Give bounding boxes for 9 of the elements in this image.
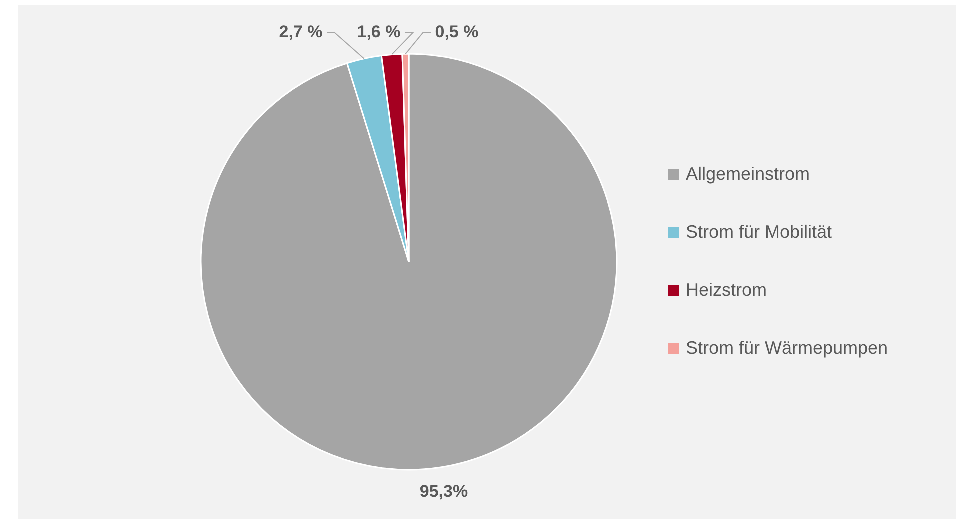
data-label: 1,6 % (357, 22, 401, 42)
pie-slice (200, 53, 618, 471)
legend-label: Allgemeinstrom (686, 164, 810, 184)
data-label: 0,5 % (435, 22, 479, 42)
legend-label: Strom für Mobilität (686, 222, 832, 242)
legend-label: Heizstrom (686, 280, 768, 300)
data-label: 2,7 % (279, 22, 323, 42)
legend-label: Strom für Wärmepumpen (686, 338, 888, 358)
data-label: 95,3% (420, 482, 468, 501)
